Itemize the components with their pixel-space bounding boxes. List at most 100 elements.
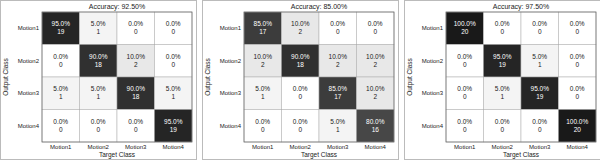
panel-frame [203,1,399,160]
cell-percent: 5.0% [91,20,106,27]
row-label: Motion4 [422,123,444,129]
cell [521,77,559,110]
cell-count: 16 [372,126,380,133]
cell [155,110,193,143]
cell-percent: 10.0% [254,53,273,60]
cell-percent: 0.0% [495,20,510,27]
cell [117,12,155,45]
cells [42,12,192,142]
cell-percent: 0.0% [570,85,585,92]
cell-percent: 5.0% [532,53,547,60]
col-label: Motion4 [567,144,589,150]
cell-percent: 95.0% [531,85,550,92]
cell-count: 0 [500,126,504,133]
cell-count: 17 [334,93,342,100]
cell-percent: 95.0% [493,53,512,60]
col-label: Motion2 [88,144,110,150]
row-label: Motion3 [220,90,242,96]
row-label: Motion4 [18,123,40,129]
cell-count: 0 [463,61,467,68]
cell-count: 2 [336,61,340,68]
cell-percent: 0.0% [166,20,181,27]
x-axis-title: Target Class [301,151,338,159]
cell-percent: 0.0% [495,118,510,125]
cell [357,110,395,143]
cell [155,12,193,45]
cell [559,77,597,110]
cell [282,77,320,110]
cell [319,110,357,143]
cell [559,12,597,45]
cell [357,77,395,110]
cell-percent: 0.0% [368,20,383,27]
cell-count: 1 [261,93,265,100]
cell-percent: 10.0% [366,53,385,60]
row-label: Motion3 [18,90,40,96]
cell [484,110,522,143]
panel: Accuracy: 92.50%95.0%195.0%10.0%00.0%00.… [1,1,197,160]
cell [446,77,484,110]
cell-percent: 85.0% [254,20,273,27]
cell-count: 1 [59,93,63,100]
row-label: Motion1 [422,25,444,31]
cell-percent: 0.0% [457,118,472,125]
cell-count: 2 [261,61,265,68]
cell [484,12,522,45]
cell-percent: 0.0% [91,118,106,125]
cell [80,45,118,78]
cell-count: 1 [171,93,175,100]
cell [319,12,357,45]
matrix-frame [42,12,192,142]
cell-percent: 10.0% [291,20,310,27]
cell-count: 0 [500,28,504,35]
y-axis-title: Output Class [204,57,212,95]
cell-percent: 0.0% [457,85,472,92]
cell-count: 20 [461,28,469,35]
cell-percent: 90.0% [291,53,310,60]
cell [80,12,118,45]
row-label: Motion3 [422,90,444,96]
row-label: Motion2 [422,58,444,64]
cell-percent: 0.0% [293,85,308,92]
cell-count: 0 [171,28,175,35]
cell [446,12,484,45]
cell [357,45,395,78]
cell-count: 0 [373,28,377,35]
cell-count: 18 [132,93,140,100]
cell-percent: 90.0% [127,85,146,92]
row-label: Motion1 [220,25,242,31]
col-label: Motion2 [492,144,514,150]
cell [559,45,597,78]
cell-count: 0 [336,28,340,35]
cell [80,110,118,143]
cell [559,110,597,143]
cell [155,45,193,78]
row-label: Motion4 [220,123,242,129]
title: Accuracy: 92.50% [89,3,145,11]
cell-count: 0 [96,126,100,133]
col-label: Motion3 [125,144,147,150]
cell-percent: 0.0% [532,118,547,125]
cell-count: 19 [170,126,178,133]
cell [357,12,395,45]
col-label: Motion1 [252,144,274,150]
cell-percent: 5.0% [91,85,106,92]
cell-count: 0 [575,61,579,68]
cell-percent: 5.0% [255,85,270,92]
cell-count: 1 [96,93,100,100]
cell-count: 0 [575,93,579,100]
cell-count: 18 [297,61,305,68]
cell-count: 17 [259,28,267,35]
cell-count: 0 [261,126,265,133]
cell [282,45,320,78]
cell-count: 1 [96,28,100,35]
cell-count: 0 [59,126,63,133]
cell [521,45,559,78]
cell-percent: 85.0% [329,85,348,92]
cell [42,45,80,78]
cell-percent: 0.0% [293,118,308,125]
cell-count: 20 [574,126,582,133]
cell-count: 0 [575,28,579,35]
cell-count: 0 [463,93,467,100]
cell-percent: 0.0% [570,53,585,60]
